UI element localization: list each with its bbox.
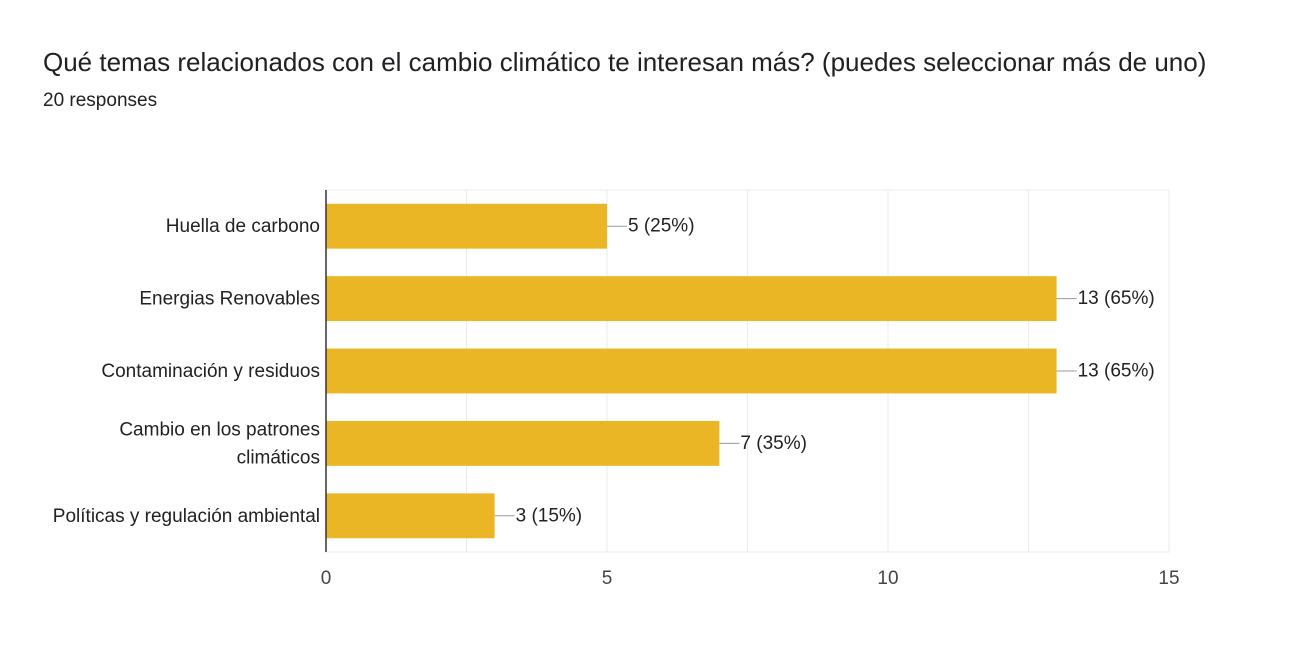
category-label: Contaminación y residuos	[101, 361, 320, 382]
category-label: Energias Renovables	[139, 288, 320, 309]
bar	[326, 420, 720, 466]
bar	[326, 348, 1057, 394]
data-label: 7 (35%)	[740, 433, 807, 454]
data-label: 5 (25%)	[628, 216, 695, 237]
question-title: Qué temas relacionados con el cambio cli…	[43, 47, 1207, 77]
data-label: 13 (65%)	[1078, 361, 1155, 382]
bar	[326, 493, 495, 539]
bar	[326, 203, 607, 249]
category-label: Políticas y regulación ambiental	[53, 505, 320, 526]
question-header: Qué temas relacionados con el cambio cli…	[43, 40, 1273, 112]
x-tick-label: 0	[321, 568, 332, 589]
category-label: Cambio en los patrones climáticos	[119, 419, 320, 468]
data-label: 13 (65%)	[1078, 288, 1155, 309]
bar	[326, 276, 1057, 322]
response-count: 20 responses	[43, 90, 158, 111]
category-label: Huella de carbono	[166, 216, 320, 237]
x-tick-label: 15	[1158, 568, 1179, 589]
x-tick-label: 10	[877, 568, 898, 589]
x-tick-label: 5	[602, 568, 613, 589]
data-label: 3 (15%)	[516, 505, 583, 526]
